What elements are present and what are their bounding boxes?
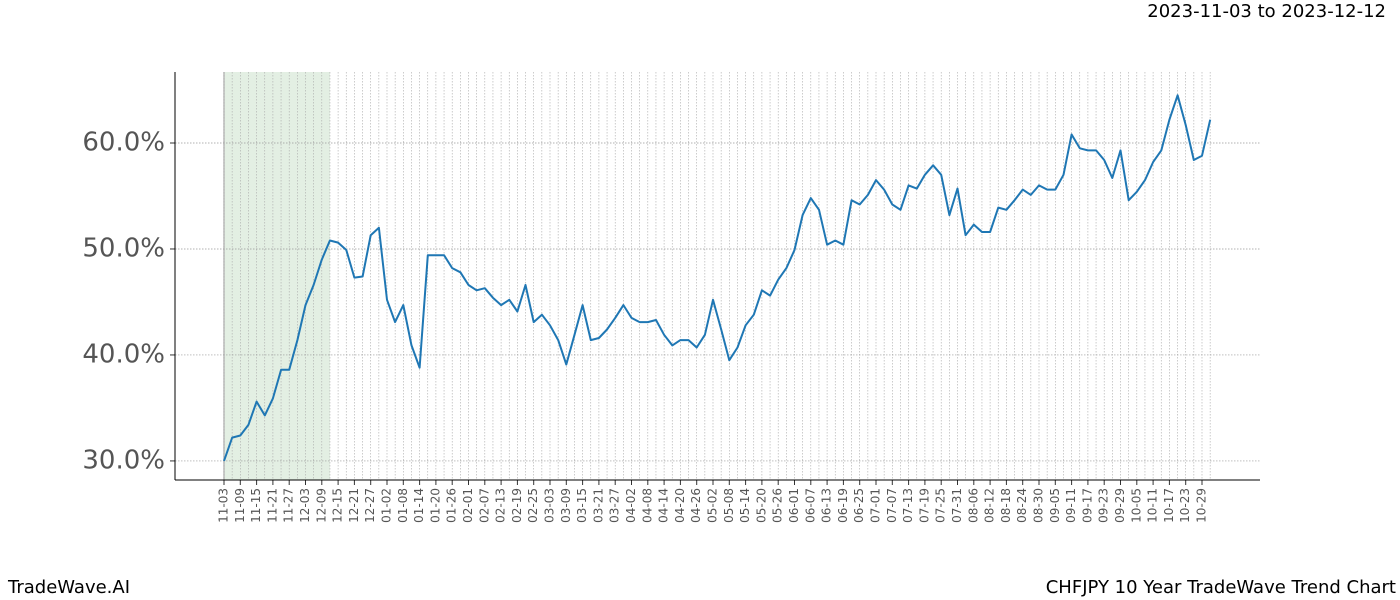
x-tick-label: 12-03 — [298, 488, 312, 523]
x-tick-label: 10-05 — [1129, 488, 1143, 523]
x-tick-label: 11-03 — [217, 488, 231, 523]
x-tick-label: 09-17 — [1080, 488, 1094, 523]
x-tick-label: 03-15 — [575, 488, 589, 523]
x-tick-label: 03-03 — [543, 488, 557, 523]
x-tick-label: 11-21 — [265, 488, 279, 523]
x-tick-label: 09-11 — [1064, 488, 1078, 523]
x-tick-label: 07-07 — [885, 488, 899, 523]
x-tick-label: 06-07 — [803, 488, 817, 523]
x-tick-label: 05-02 — [706, 488, 720, 523]
x-tick-label: 07-25 — [934, 488, 948, 523]
x-tick-label: 05-14 — [738, 488, 752, 523]
x-tick-label: 02-19 — [510, 488, 524, 523]
x-tick-label: 06-25 — [852, 488, 866, 523]
x-tick-label: 07-13 — [901, 488, 915, 523]
x-tick-label: 05-26 — [771, 488, 785, 523]
x-tick-label: 02-25 — [526, 488, 540, 523]
x-tick-label: 11-15 — [249, 488, 263, 523]
x-tick-label: 01-08 — [396, 488, 410, 523]
x-tick-label: 08-12 — [983, 488, 997, 523]
x-tick-label: 06-01 — [787, 488, 801, 523]
y-tick-label: 40.0% — [82, 339, 165, 369]
x-tick-label: 07-01 — [869, 488, 883, 523]
x-tick-label: 11-09 — [233, 488, 247, 523]
y-tick-label: 60.0% — [82, 128, 165, 158]
x-tick-label: 04-14 — [657, 488, 671, 523]
x-tick-label: 08-24 — [1015, 488, 1029, 523]
x-tick-label: 09-29 — [1113, 488, 1127, 523]
x-tick-label: 12-27 — [363, 488, 377, 523]
x-tick-label: 10-11 — [1146, 488, 1160, 523]
x-tick-label: 04-08 — [640, 488, 654, 523]
x-tick-label: 10-29 — [1195, 488, 1209, 523]
y-tick-label: 50.0% — [82, 233, 165, 263]
x-tick-label: 12-09 — [314, 488, 328, 523]
x-tick-label: 03-09 — [559, 488, 573, 523]
x-tick-label: 10-17 — [1162, 488, 1176, 523]
chart-subtitle: 2023-11-03 to 2023-12-12 — [1147, 1, 1386, 22]
x-tick-label: 08-18 — [999, 488, 1013, 523]
x-tick-label: 08-06 — [966, 488, 980, 523]
highlight-region — [224, 72, 330, 480]
x-tick-label: 01-20 — [428, 488, 442, 523]
line-series — [223, 94, 1212, 462]
x-tick-label: 09-05 — [1048, 488, 1062, 523]
x-tick-label: 03-21 — [591, 488, 605, 523]
x-tick-label: 04-02 — [624, 488, 638, 523]
x-tick-label: 03-27 — [608, 488, 622, 523]
x-tick-label: 04-20 — [673, 488, 687, 523]
x-tick-label: 05-08 — [722, 488, 736, 523]
x-tick-label: 01-02 — [380, 488, 394, 523]
x-tick-label: 08-30 — [1032, 488, 1046, 523]
y-tick-label: 30.0% — [82, 445, 165, 475]
footer-right: CHFJPY 10 Year TradeWave Trend Chart — [1046, 577, 1396, 598]
x-tick-label: 04-26 — [689, 488, 703, 523]
x-tick-label: 02-01 — [461, 488, 475, 523]
x-tick-label: 10-23 — [1178, 488, 1192, 523]
x-tick-label: 02-13 — [494, 488, 508, 523]
x-tick-label: 12-21 — [347, 488, 361, 523]
x-tick-label: 02-07 — [477, 488, 491, 523]
x-tick-label: 06-13 — [820, 488, 834, 523]
x-tick-label: 11-27 — [282, 488, 296, 523]
x-tick-label: 12-15 — [331, 488, 345, 523]
x-tick-label: 07-19 — [917, 488, 931, 523]
x-tick-label: 07-31 — [950, 488, 964, 523]
x-tick-label: 09-23 — [1097, 488, 1111, 523]
x-tick-label: 01-26 — [445, 488, 459, 523]
x-tick-label: 01-14 — [412, 488, 426, 523]
x-tick-label: 06-19 — [836, 488, 850, 523]
x-tick-label: 05-20 — [754, 488, 768, 523]
footer-left: TradeWave.AI — [7, 577, 130, 598]
